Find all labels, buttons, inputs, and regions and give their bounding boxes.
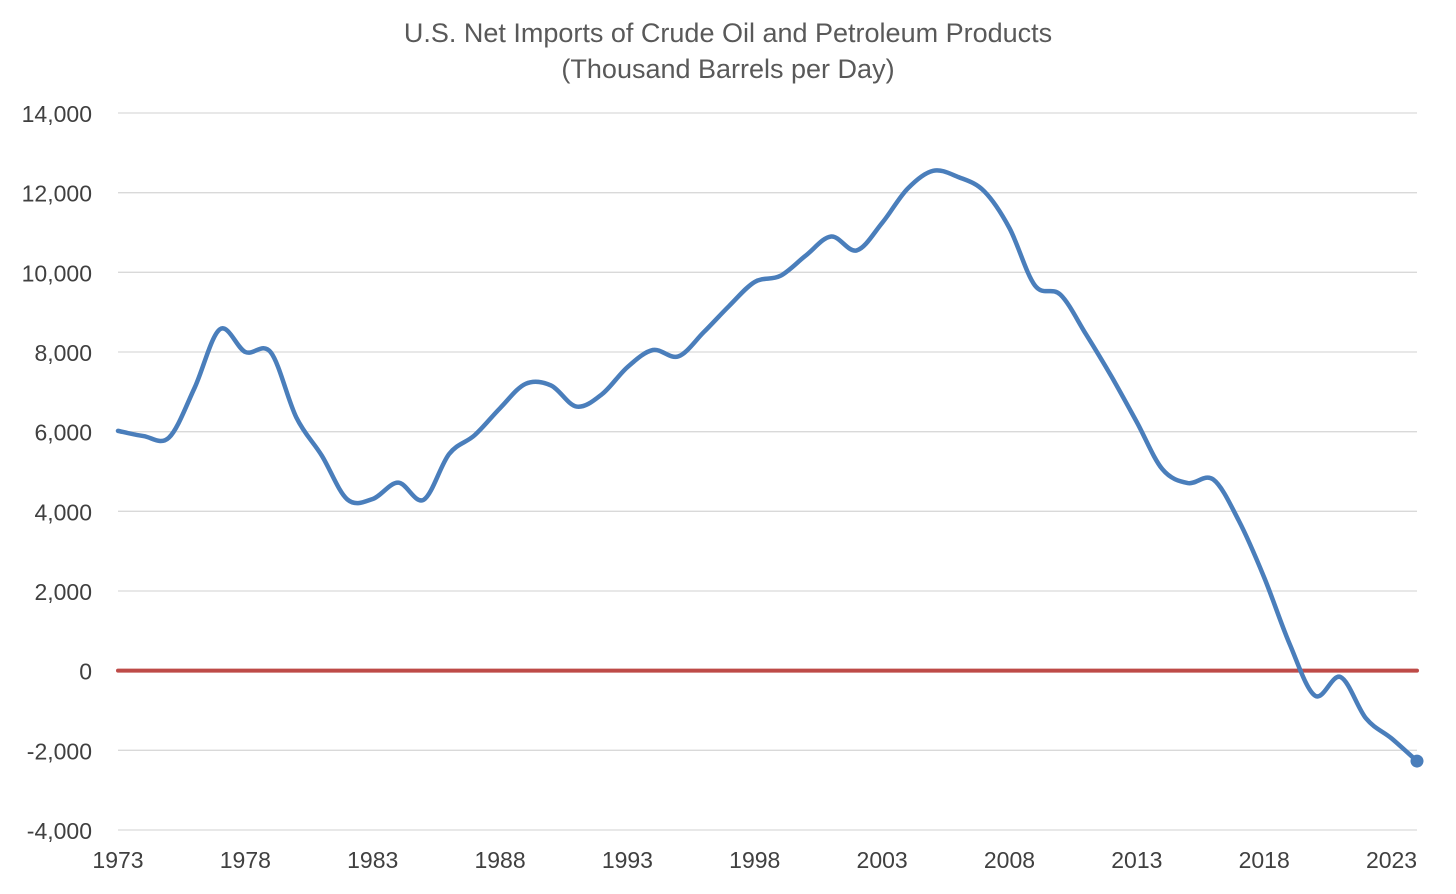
y-tick-label: 14,000 (22, 101, 92, 127)
y-tick-label: 10,000 (22, 260, 92, 286)
chart-subtitle: (Thousand Barrels per Day) (561, 54, 894, 84)
net-imports-line (115, 168, 1420, 764)
y-tick-label: 4,000 (34, 499, 92, 525)
x-tick-label: 2013 (1111, 847, 1162, 873)
chart-title: U.S. Net Imports of Crude Oil and Petrol… (404, 18, 1052, 48)
x-tick-label: 1973 (92, 847, 143, 873)
x-tick-label: 2003 (857, 847, 908, 873)
y-tick-label: 2,000 (34, 579, 92, 605)
x-tick-label: 2023 (1366, 847, 1417, 873)
y-axis-tick-labels: -4,000 -2,000 0 2,000 4,000 6,000 8,000 10,000 1… (22, 101, 92, 844)
x-tick-label: 1998 (729, 847, 780, 873)
x-tick-label: 1988 (474, 847, 525, 873)
y-tick-label: 8,000 (34, 340, 92, 366)
x-axis-tick-labels: 1973 1978 1983 1988 1993 1998 2003 2008 2013 2018… (92, 847, 1417, 873)
x-tick-label: 2018 (1239, 847, 1290, 873)
y-tick-label: -4,000 (27, 818, 92, 844)
x-tick-label: 1993 (602, 847, 653, 873)
x-tick-label: 1978 (220, 847, 271, 873)
y-tick-label: -2,000 (27, 738, 92, 764)
x-tick-label: 2008 (984, 847, 1035, 873)
x-tick-label: 1983 (347, 847, 398, 873)
gridlines (118, 112, 1417, 831)
y-tick-label: 12,000 (22, 181, 92, 207)
end-point-marker (1410, 754, 1424, 768)
y-tick-label: 6,000 (34, 420, 92, 446)
y-tick-label: 0 (79, 659, 92, 685)
series-layer (115, 168, 1424, 768)
